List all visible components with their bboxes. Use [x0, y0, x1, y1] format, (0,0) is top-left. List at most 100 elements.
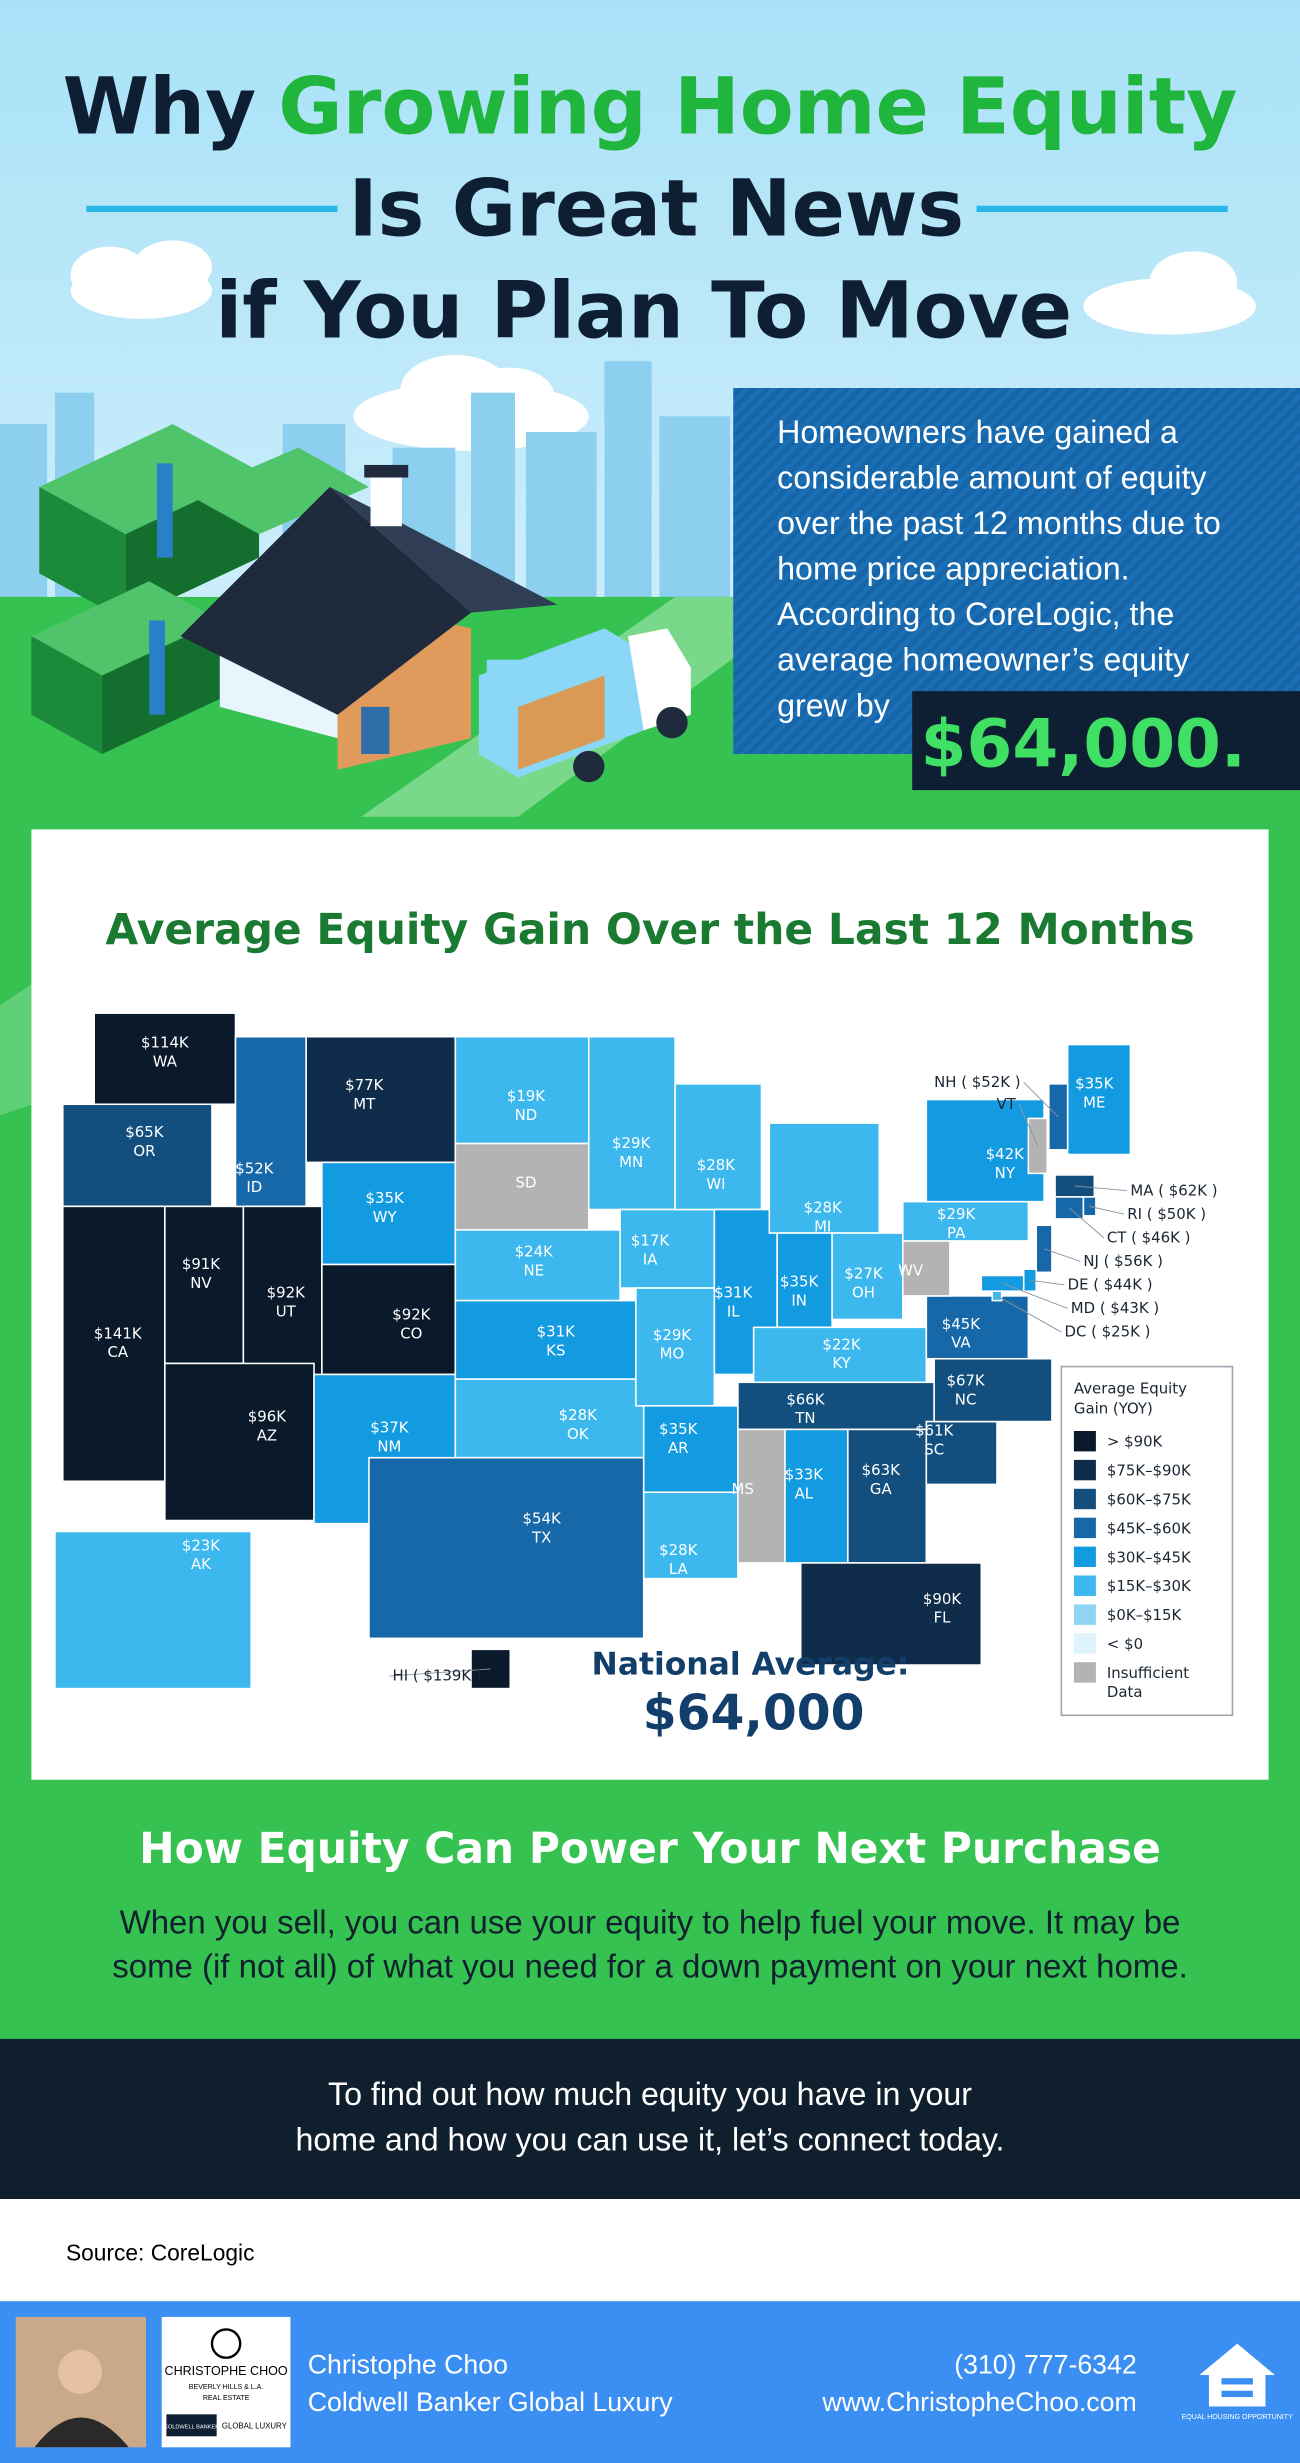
cash-illustration [31, 424, 369, 754]
state-value: $66K [786, 1390, 825, 1408]
state-value: $35K [659, 1420, 698, 1438]
state-code: ME [1083, 1093, 1105, 1111]
state-label-external: VT [997, 1095, 1017, 1113]
legend-swatch [1073, 1546, 1096, 1568]
state-code: PA [947, 1224, 966, 1242]
state-code: CO [400, 1324, 422, 1342]
agent-name: Christophe Choo [308, 2349, 508, 2379]
state-value: $33K [785, 1466, 824, 1484]
legend-swatch [1073, 1604, 1096, 1625]
state-code: GA [870, 1480, 893, 1498]
state-code: VA [951, 1334, 971, 1352]
logo-emblem [210, 2328, 242, 2359]
state-value: $35K [780, 1272, 819, 1290]
legend-label: Insufficient [1107, 1664, 1189, 1682]
leader-line [1089, 1205, 1125, 1215]
leader-line [1043, 1248, 1081, 1262]
state-value: $35K [1075, 1075, 1114, 1093]
state-code: CA [107, 1343, 128, 1361]
legend-label: $0K–$15K [1107, 1606, 1183, 1624]
state [62, 1205, 166, 1483]
state-label-external: RI ( $50K ) [1127, 1205, 1206, 1223]
state-value: $35K [366, 1189, 405, 1207]
state-value: $54K [523, 1510, 562, 1528]
agent-company: Coldwell Banker Global Luxury [308, 2387, 673, 2417]
state-code: ID [246, 1178, 262, 1196]
state-value: $91K [182, 1255, 221, 1273]
state-code: NY [995, 1164, 1016, 1182]
state-value: $67K [946, 1371, 985, 1389]
title-line-1: Why Growing Home Equity [63, 60, 1238, 152]
state [1066, 1043, 1132, 1156]
website: www.ChristopheChoo.com [821, 2387, 1136, 2417]
state-value: $52K [235, 1159, 274, 1177]
state-value: $31K [714, 1283, 753, 1301]
legend-label: $30K–$45K [1107, 1548, 1192, 1566]
state-code: WI [706, 1175, 725, 1193]
cta-line: To find out how much equity you have in … [328, 2076, 972, 2112]
state-value: $92K [392, 1305, 431, 1323]
state-code: AK [191, 1555, 212, 1573]
legend-label: $45K–$60K [1107, 1519, 1192, 1537]
leader-line [1029, 1279, 1065, 1286]
legend-label: $15K–$30K [1107, 1577, 1192, 1595]
state-label-external: MA ( $62K ) [1130, 1181, 1217, 1199]
state-value: $92K [267, 1283, 306, 1301]
intro-line: grew by [777, 687, 891, 723]
state-code: FL [934, 1609, 952, 1627]
state [776, 1232, 833, 1329]
highlight-badge [912, 691, 1300, 791]
state-label-external: DE ( $44K ) [1068, 1276, 1153, 1294]
state [901, 1200, 1030, 1242]
state [737, 1381, 935, 1431]
state [925, 1295, 1030, 1360]
state-label-external: MD ( $43K ) [1071, 1299, 1159, 1317]
state [635, 1287, 716, 1407]
legend: Average Equity Gain (YOY) > $90K $75K–$90K $… [1073, 1379, 1192, 1701]
state-code: IA [643, 1250, 658, 1268]
title-lead: Why [63, 60, 257, 152]
state-code: IL [727, 1302, 740, 1320]
intro-line: According to CoreLogic, the [777, 596, 1174, 632]
state [847, 1428, 928, 1564]
state-value: $114K [141, 1034, 190, 1052]
state [642, 1405, 739, 1494]
state [831, 1232, 904, 1321]
state-value: $23K [182, 1536, 221, 1554]
state-code: AZ [257, 1426, 277, 1444]
state-value: $29K [653, 1326, 692, 1344]
state-value: $28K [804, 1199, 843, 1217]
purchase-line: some (if not all) of what you need for a… [112, 1948, 1187, 1985]
state-code: KY [832, 1354, 851, 1372]
title-line-3: if You Plan To Move [215, 265, 1072, 357]
state-code: WA [153, 1053, 178, 1071]
national-average-label: National Average: [592, 1646, 910, 1682]
intro-line: over the past 12 months due to [777, 505, 1221, 541]
cta-band [0, 2038, 1300, 2200]
state-code: TN [794, 1409, 815, 1427]
state-code: AL [795, 1485, 814, 1503]
state-code: SC [924, 1441, 944, 1459]
leader-line [1018, 1104, 1039, 1147]
national-average-value: $64,000 [643, 1685, 865, 1741]
state-code: UT [276, 1302, 297, 1320]
source-band [0, 2199, 1300, 2302]
logo-re: REAL ESTATE [203, 2395, 250, 2402]
state [164, 1362, 315, 1522]
state [933, 1357, 1053, 1423]
state [368, 1456, 645, 1640]
state-value: $17K [631, 1232, 670, 1250]
legend-label: Data [1107, 1683, 1143, 1701]
state-value: $65K [125, 1123, 164, 1141]
intro-text: Homeowners have gained a considerable amo… [777, 414, 1221, 723]
legend-title: Average Equity [1074, 1379, 1187, 1397]
state-code: NM [377, 1437, 401, 1455]
purchase-heading: How Equity Can Power Your Next Purchase [139, 1824, 1161, 1873]
state-code: TX [531, 1529, 551, 1547]
state [164, 1205, 245, 1365]
intro-line: home price appreciation. [777, 551, 1129, 587]
house-illustration [180, 464, 558, 770]
state [642, 1491, 739, 1580]
cb-logo [166, 2414, 217, 2437]
legend-swatch [1073, 1430, 1096, 1452]
